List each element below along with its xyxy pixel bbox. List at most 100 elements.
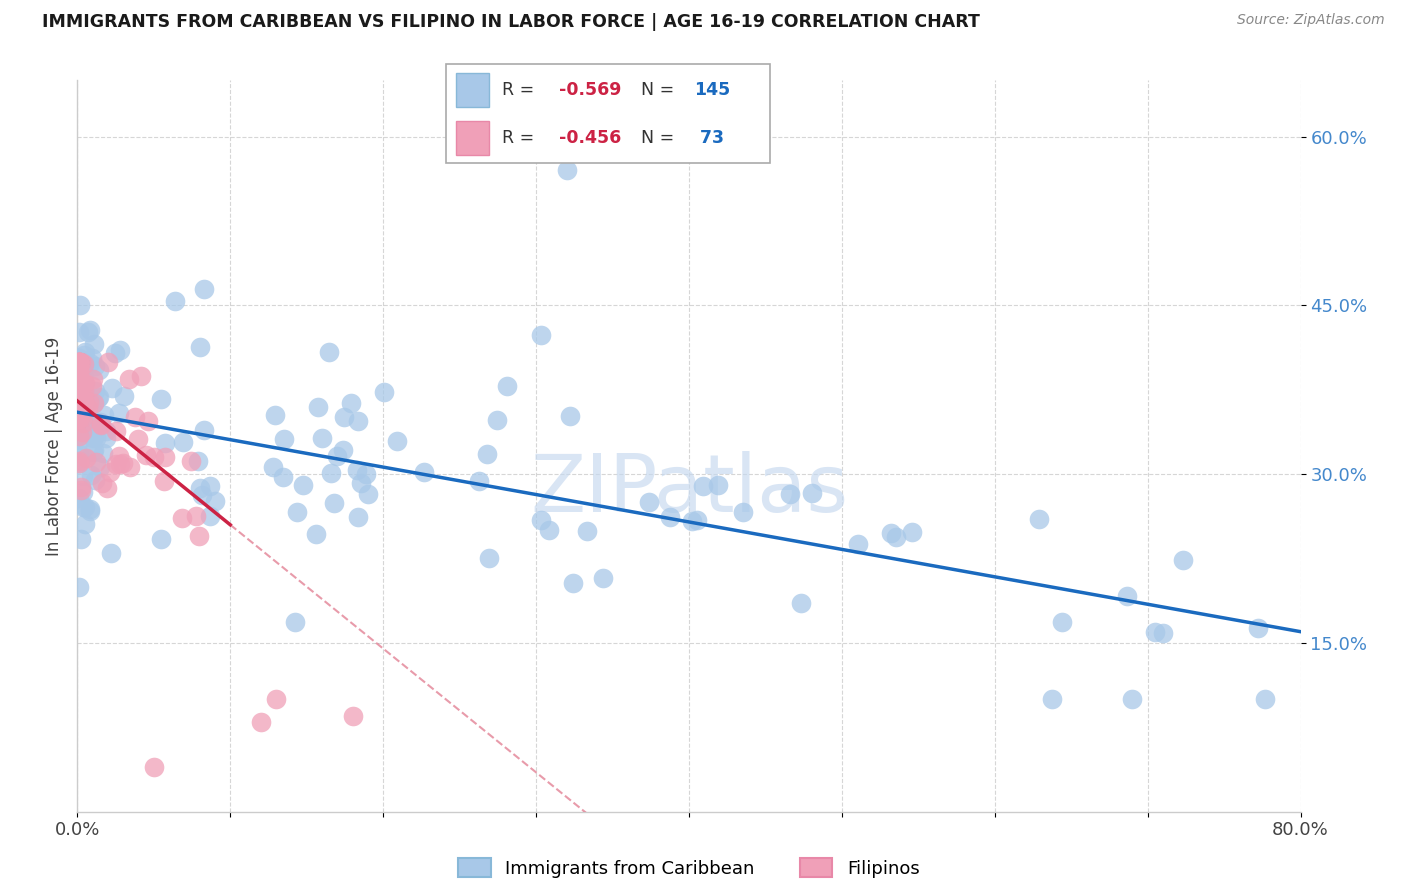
Point [67,411,90,425]
Point [72,469,94,483]
Point [118,460,141,475]
Point [706,477,728,491]
Point [318,344,340,359]
Point [73,360,96,375]
Point [91,476,114,491]
Point [1028,512,1050,526]
Point [163,293,186,308]
Point [692,479,714,493]
Point [82,372,104,386]
Point [180,454,202,468]
Point [346,463,368,477]
Point [67,360,90,375]
Point [1121,692,1143,706]
Point [311,431,333,445]
Point [67,354,90,368]
Point [67,351,90,365]
Point [108,406,131,420]
Point [67,491,90,505]
Point [67,354,90,368]
Point [84,455,107,469]
Point [468,474,491,488]
Point [305,527,328,541]
Point [153,474,176,488]
Point [67,422,90,436]
Point [67,354,90,368]
Point [87,391,110,405]
Point [1152,626,1174,640]
Point [107,449,129,463]
Point [89,390,111,404]
Y-axis label: In Labor Force | Age 16-19: In Labor Force | Age 16-19 [45,336,63,556]
Point [284,615,307,630]
Point [82,431,104,445]
Point [108,458,131,472]
Point [67,395,90,409]
Point [67,432,90,446]
Point [1171,553,1194,567]
Point [79,504,101,518]
Legend: Immigrants from Caribbean, Filipinos: Immigrants from Caribbean, Filipinos [450,849,928,887]
Text: 145: 145 [695,80,730,99]
Point [72,485,94,500]
Point [79,356,101,370]
Point [555,163,578,178]
Point [846,537,869,551]
Point [77,395,100,409]
Point [135,448,157,462]
Point [149,532,172,546]
Point [70,533,93,547]
Point [191,488,214,502]
Point [69,483,91,497]
FancyBboxPatch shape [456,73,489,106]
Point [262,460,284,475]
Point [575,524,598,538]
Point [731,505,754,519]
Point [70,354,93,368]
Text: IMMIGRANTS FROM CARIBBEAN VS FILIPINO IN LABOR FORCE | AGE 16-19 CORRELATION CHA: IMMIGRANTS FROM CARIBBEAN VS FILIPINO IN… [42,13,980,31]
Point [67,373,90,387]
Point [72,500,94,515]
Point [1254,692,1277,706]
Point [72,405,94,419]
FancyBboxPatch shape [456,121,489,155]
Text: N =: N = [641,128,681,147]
Point [1040,692,1063,706]
Point [187,454,209,468]
Point [67,580,90,594]
Point [110,343,132,357]
Point [323,496,346,510]
Point [80,467,103,482]
Point [184,509,207,524]
Point [900,524,922,539]
Point [485,413,508,427]
Point [72,394,94,409]
Point [83,359,105,373]
Point [90,418,112,433]
Point [204,494,226,508]
Point [264,409,287,423]
Point [104,424,127,438]
Point [187,529,209,543]
Point [98,465,121,479]
Point [69,433,91,447]
Point [84,384,107,399]
Point [82,396,104,410]
Point [69,354,91,368]
Point [413,465,436,479]
Point [332,442,354,457]
Point [104,457,127,471]
Point [561,575,583,590]
Point [478,551,501,566]
Point [67,325,90,339]
Point [83,430,105,444]
Point [136,414,159,428]
Point [76,410,98,425]
Point [72,384,94,399]
Point [75,450,97,465]
Text: ZIPatlas: ZIPatlas [530,450,848,529]
Point [67,354,90,368]
Point [70,480,93,494]
Point [537,524,560,538]
Point [637,495,659,509]
